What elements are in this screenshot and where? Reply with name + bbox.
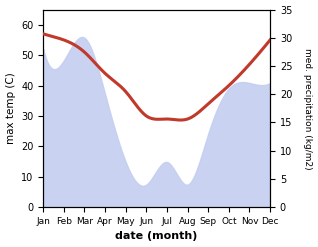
X-axis label: date (month): date (month) <box>115 231 198 242</box>
Y-axis label: med. precipitation (kg/m2): med. precipitation (kg/m2) <box>303 48 313 169</box>
Y-axis label: max temp (C): max temp (C) <box>5 72 16 144</box>
